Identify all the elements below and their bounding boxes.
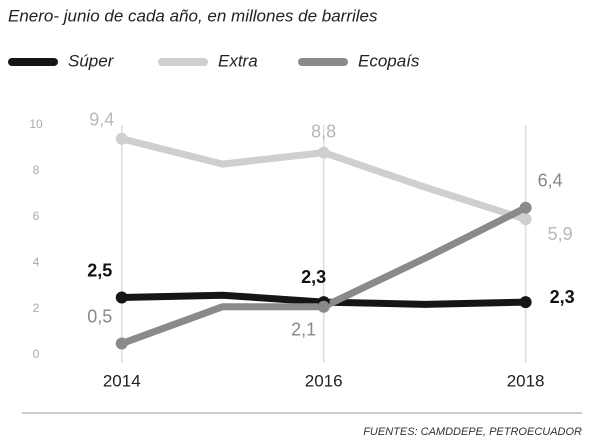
point [115,291,128,304]
y-tick-label: 4 [33,255,40,269]
legend-label: Extra [218,51,258,70]
value-label: 2,1 [291,319,316,339]
value-label: 2,5 [87,260,112,280]
point [519,213,532,226]
x-tick-label: 2014 [103,371,141,390]
point [115,132,128,145]
legend-label: Ecopaís [358,51,420,70]
chart-subtitle: Enero- junio de cada año, en millones de… [8,6,378,25]
y-tick-label: 0 [33,347,40,361]
point [519,201,532,214]
source-note: FUENTES: CAMDDEPE, PETROECUADOR [363,426,582,438]
y-tick-label: 10 [29,117,43,131]
point [519,296,532,309]
value-label: 5,9 [548,224,573,244]
x-tick-label: 2018 [507,371,545,390]
value-label: 0,5 [87,306,112,326]
point [115,337,128,350]
value-label: 9,4 [89,110,114,130]
value-label: 6,4 [538,171,563,191]
y-tick-label: 8 [33,163,40,177]
y-tick-label: 6 [33,209,40,223]
value-label: 2,3 [301,267,326,287]
value-label: 2,3 [550,287,575,307]
point [317,146,330,159]
y-tick-label: 2 [33,301,40,315]
point [317,300,330,313]
value-label: 8,8 [311,121,336,141]
legend-label: Súper [68,51,115,70]
x-tick-label: 2016 [305,371,343,390]
